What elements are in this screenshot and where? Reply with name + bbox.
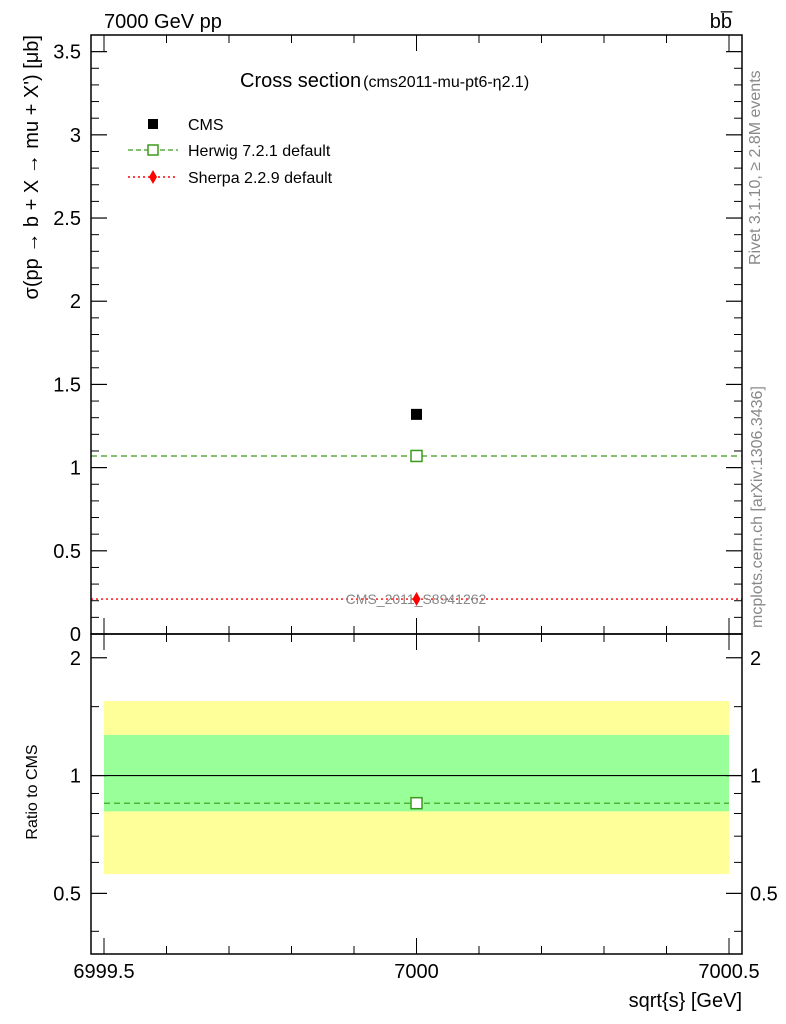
legend: CMS Herwig 7.2.1 default Sherpa 2.2.9 de… [128,117,333,187]
x-tick-label: 6999.5 [73,961,134,983]
ratio-y-tick-label-right: 1 [750,766,761,788]
ratio-herwig-point [410,796,423,810]
header-left-label: 7000 GeV pp [104,11,222,33]
herwig-point [410,449,423,463]
legend-herwig-label: Herwig 7.2.1 default [188,143,331,160]
legend-sherpa-label: Sherpa 2.2.9 default [188,170,333,187]
main-y-axis-label: σ(pp → b + X → mu + X') [μb] [21,35,43,299]
y-tick-label: 1.5 [53,374,81,396]
chart-title: Cross section (cms2011-mu-pt6-η2.1) [240,70,529,92]
legend-cms-label: CMS [188,117,224,134]
ratio-y-tick-label: 1 [70,766,81,788]
y-tick-label: 2.5 [53,208,81,230]
legend-sherpa-marker [149,170,157,184]
main-panel: CMS_2011_S8941262 00.511.522.533.5 Cross… [21,34,743,646]
cms-data-point [411,408,422,420]
y-tick-label: 0 [70,624,81,646]
legend-cms-marker [148,119,158,129]
ratio-y-tick-label: 2 [70,648,81,670]
x-tick-label: 7000 [394,961,439,983]
chart-title-text: Cross section [240,70,361,92]
legend-herwig-marker [147,144,159,156]
rivet-version-label: Rivet 3.1.10, ≥ 2.8M events [747,70,764,265]
y-tick-label: 1 [70,458,81,480]
header-right-label: bb̅ [710,10,733,33]
x-tick-label: 7000.5 [698,961,759,983]
ratio-y-axis-label: Ratio to CMS [24,744,41,839]
y-tick-label: 3 [70,125,81,147]
y-tick-label: 3.5 [53,42,81,64]
ratio-y-tick-label-right: 2 [750,648,761,670]
ratio-y-tick-label: 0.5 [53,883,81,905]
y-tick-label: 0.5 [53,541,81,563]
ratio-y-tick-label-right: 0.5 [750,883,778,905]
x-axis-label: sqrt{s} [GeV] [629,990,742,1012]
mcplots-label: mcplots.cern.ch [arXiv:1306.3436] [749,386,766,628]
chart-subtitle-text: (cms2011-mu-pt6-η2.1) [363,74,529,91]
y-tick-label: 2 [70,291,81,313]
sherpa-point [412,592,421,607]
